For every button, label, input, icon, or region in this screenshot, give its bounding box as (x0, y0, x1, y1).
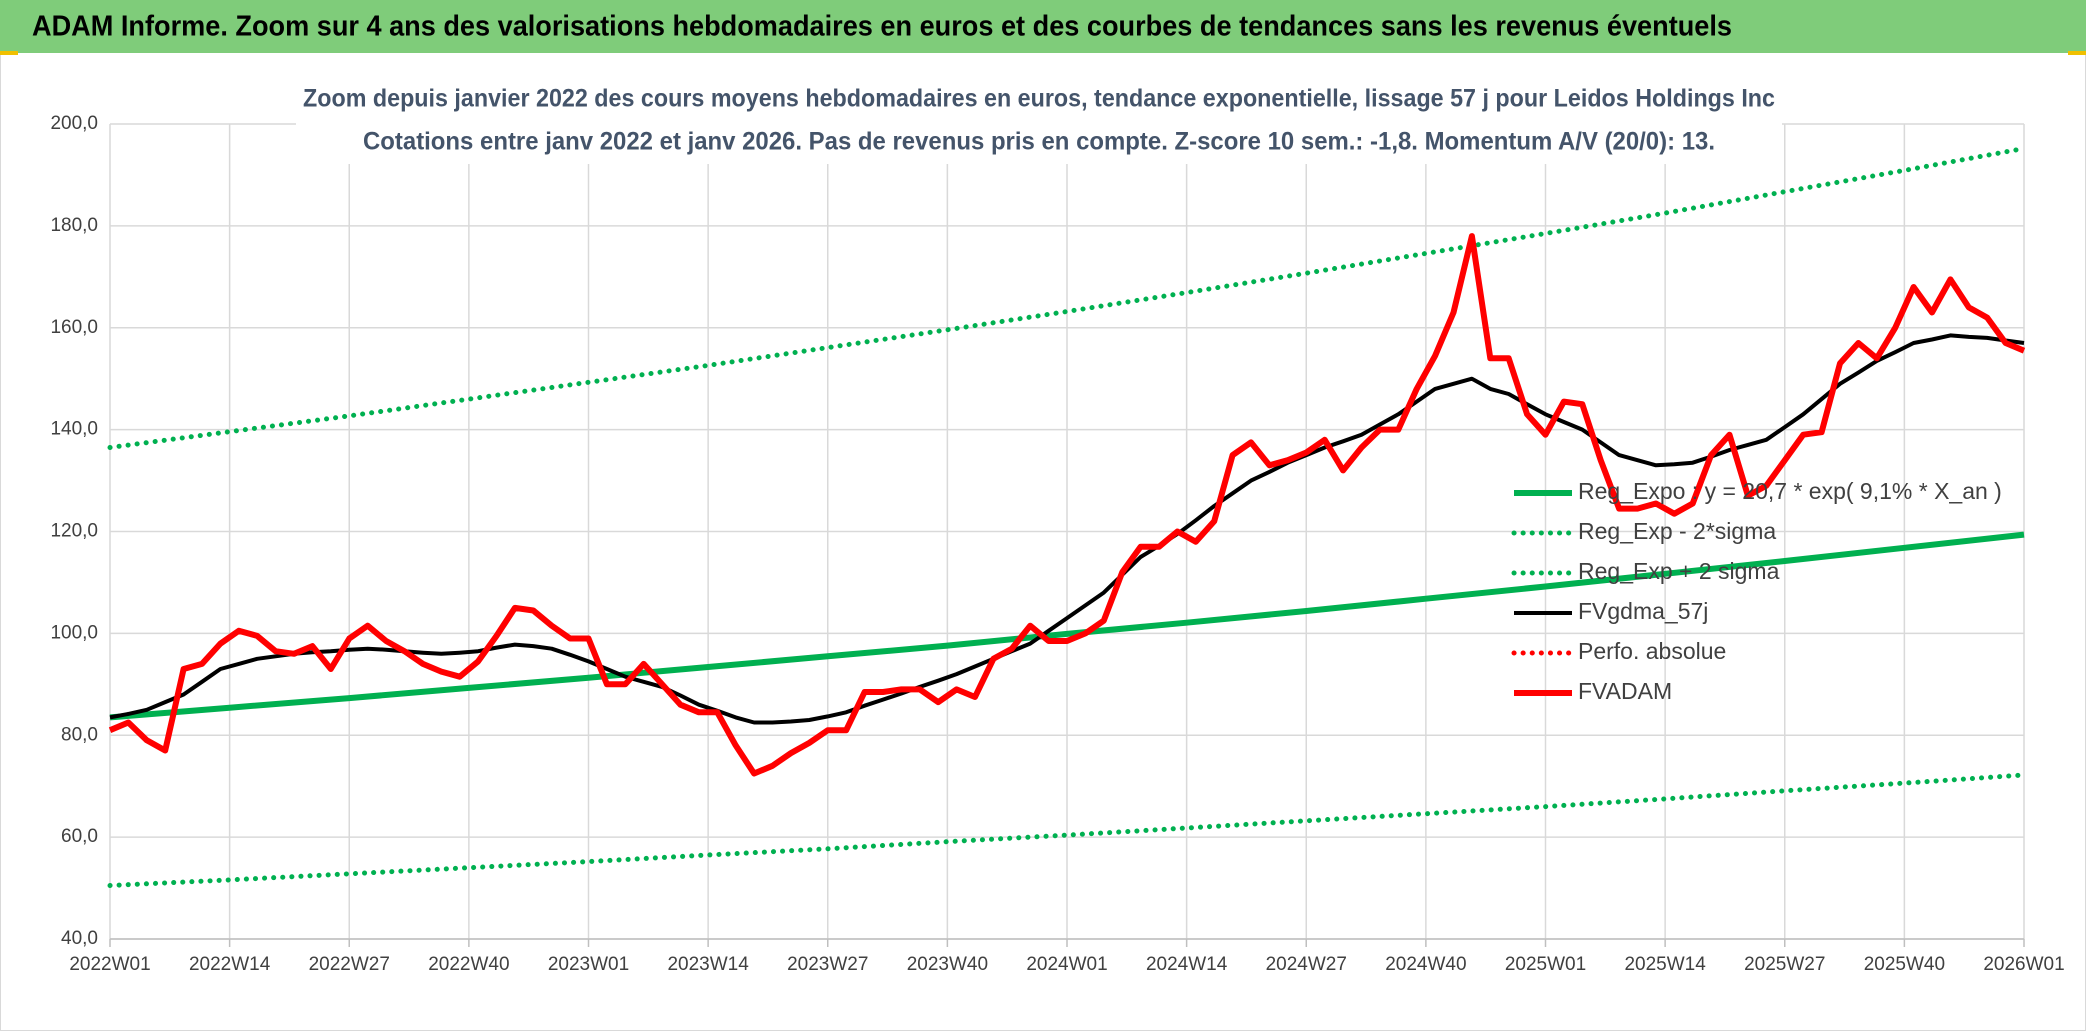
x-tick-label: 2023W14 (667, 954, 749, 975)
x-tick-label: 2023W01 (548, 954, 629, 975)
corner-mark (2068, 51, 2086, 55)
x-tick-label: 2024W01 (1026, 954, 1107, 975)
chart-subtitle: Cotations entre janv 2022 et janv 2026. … (363, 128, 1715, 156)
y-tick-label: 200,0 (50, 113, 98, 134)
title-background (296, 78, 1782, 164)
series-line (107, 146, 2027, 450)
y-tick-label: 180,0 (50, 215, 98, 236)
plot-area: 40,0 60,0 80,0 100,0 120,0 140,0 160,0 180,0 200… (50, 113, 2064, 975)
header-title: ADAM Informe. Zoom sur 4 ans des valoris… (32, 11, 1732, 43)
x-tick-label: 2025W14 (1624, 954, 1706, 975)
x-tick-label: 2023W27 (787, 954, 868, 975)
y-tick-label: 100,0 (50, 622, 98, 643)
y-tick-label: 120,0 (50, 521, 98, 542)
series-line (108, 233, 2026, 777)
legend-label: Reg_Exp - 2*sigma (1578, 518, 1776, 544)
x-tick-label: 2025W01 (1505, 954, 1586, 975)
series-line (107, 772, 2027, 888)
legend-label: FVADAM (1578, 678, 1672, 704)
x-tick-label: 2022W40 (428, 954, 509, 975)
legend-label: Perfo. absolue (1578, 638, 1726, 664)
x-tick-label: 2024W40 (1385, 954, 1466, 975)
x-tick-label: 2022W14 (189, 954, 271, 975)
x-tick-label: 2026W01 (1983, 954, 2064, 975)
corner-mark (0, 51, 18, 55)
y-tick-label: 160,0 (50, 317, 98, 338)
y-tick-label: 60,0 (61, 826, 98, 847)
header-bar (0, 0, 2086, 53)
legend: Reg_Expo : y = 20,7 * exp( 9,1% * X_an )… (1511, 478, 2002, 704)
x-tick-label: 2024W14 (1146, 954, 1228, 975)
y-tick-label: 80,0 (61, 724, 98, 745)
legend-label: FVgdma_57j (1578, 598, 1708, 624)
chart-title: Zoom depuis janvier 2022 des cours moyen… (303, 85, 1775, 113)
x-tick-label: 2022W01 (69, 954, 150, 975)
x-tick-label: 2022W27 (309, 954, 390, 975)
y-tick-label: 40,0 (61, 928, 98, 949)
x-tick-label: 2023W40 (907, 954, 988, 975)
legend-label: Reg_Exp + 2 sigma (1578, 558, 1780, 584)
series-line (109, 333, 2025, 725)
series-line (109, 531, 2025, 721)
x-tick-label: 2025W40 (1864, 954, 1945, 975)
legend-label: Reg_Expo : y = 20,7 * exp( 9,1% * X_an ) (1578, 478, 2002, 504)
x-tick-label: 2024W27 (1266, 954, 1347, 975)
x-tick-label: 2025W27 (1744, 954, 1825, 975)
y-tick-label: 140,0 (50, 419, 98, 440)
